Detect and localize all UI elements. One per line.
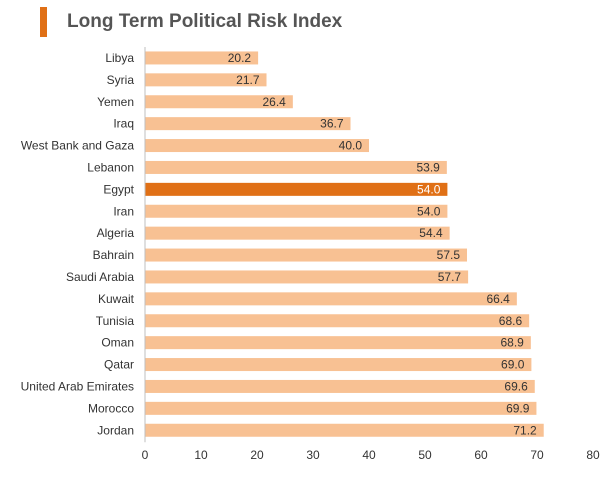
x-tick-label: 20 [250,448,264,462]
data-label: 54.4 [419,226,443,240]
bar [145,358,532,372]
bar [145,95,293,109]
bar [145,139,369,153]
data-label: 57.5 [437,248,461,262]
bar [145,117,351,131]
category-label: Lebanon [87,160,134,174]
bar [145,204,448,218]
bar [145,292,517,306]
x-tick-label: 10 [194,448,208,462]
category-label: Morocco [88,401,134,415]
data-label: 69.9 [506,401,530,415]
category-label: Oman [101,336,134,350]
x-tick-label: 60 [474,448,488,462]
x-tick-label: 40 [362,448,376,462]
data-label: 71.2 [513,423,537,437]
x-tick-label: 50 [418,448,432,462]
data-label: 66.4 [486,292,510,306]
data-label: 54.0 [417,204,441,218]
bar [145,314,530,328]
bar [145,336,531,350]
data-label: 57.7 [438,270,462,284]
category-label: Algeria [97,226,135,240]
category-label: Jordan [97,423,134,437]
category-label: United Arab Emirates [21,379,134,393]
category-label: Egypt [103,182,134,196]
x-tick-label: 30 [306,448,320,462]
category-label: Yemen [97,95,134,109]
data-label: 40.0 [339,139,363,153]
category-label: Libya [105,51,134,65]
x-tick-label: 0 [142,448,149,462]
data-label: 36.7 [320,117,344,131]
category-label: Saudi Arabia [66,270,134,284]
category-label: Bahrain [93,248,134,262]
data-label: 20.2 [228,51,252,65]
bar [145,160,447,174]
bar [145,51,259,65]
bar [145,423,544,437]
x-tick-label: 80 [586,448,600,462]
category-label: Syria [107,73,135,87]
data-label: 68.6 [499,314,523,328]
category-label: West Bank and Gaza [21,139,135,153]
bar [145,401,537,415]
bar [145,270,469,284]
data-label: 54.0 [417,182,441,196]
x-tick-label: 70 [530,448,544,462]
bar [145,248,467,262]
data-label: 53.9 [416,160,440,174]
category-label: Tunisia [96,314,135,328]
category-label: Iran [113,204,134,218]
data-label: 69.6 [504,379,528,393]
bar [145,73,267,87]
category-label: Kuwait [98,292,135,306]
category-label: Iraq [113,117,134,131]
data-label: 69.0 [501,358,525,372]
data-label: 26.4 [262,95,286,109]
data-label: 68.9 [500,336,524,350]
data-label: 21.7 [236,73,260,87]
bar [145,379,535,393]
bar [145,226,450,240]
bar [145,182,448,196]
title-accent-bar [40,7,47,37]
chart-title: Long Term Political Risk Index [67,11,343,32]
title-block: Long Term Political Risk Index [40,7,342,37]
category-label: Qatar [104,358,134,372]
